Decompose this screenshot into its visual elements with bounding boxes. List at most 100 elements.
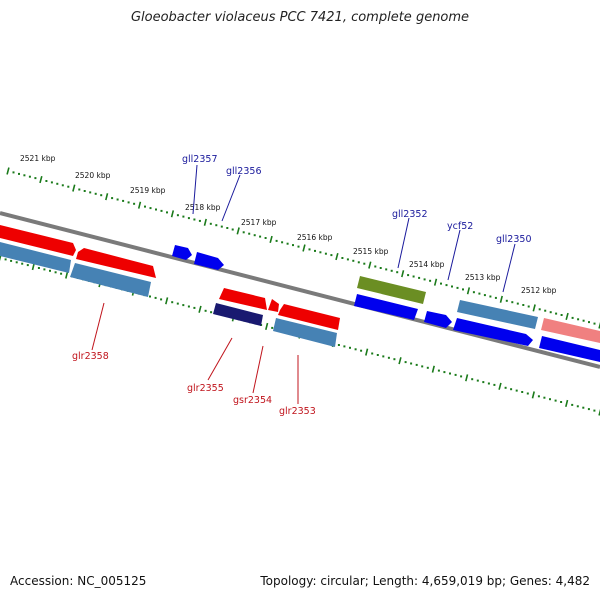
minor-tick xyxy=(56,182,59,185)
gene-label-gsr2354[interactable]: gsr2354 xyxy=(233,395,272,406)
minor-tick xyxy=(78,188,81,191)
minor-tick xyxy=(54,271,57,274)
minor-tick xyxy=(198,219,201,222)
gene-block[interactable] xyxy=(539,336,600,362)
kbp-labels: 2521 kbp 2520 kbp 2519 kbp 2518 kbp 2517… xyxy=(20,154,557,295)
minor-tick xyxy=(504,386,507,389)
gene-label-gll2356[interactable]: gll2356 xyxy=(226,166,262,177)
major-tick xyxy=(269,235,273,244)
minor-tick xyxy=(412,275,415,278)
minor-tick xyxy=(478,292,481,295)
major-tick xyxy=(498,382,502,390)
gene-label-glr2358[interactable]: glr2358 xyxy=(72,351,109,362)
minor-tick xyxy=(271,326,274,329)
reverse-strand xyxy=(0,242,337,347)
gene-block[interactable] xyxy=(194,252,224,270)
gene-label-gll2350[interactable]: gll2350 xyxy=(496,234,532,245)
minor-tick xyxy=(426,366,429,369)
minor-tick xyxy=(462,288,464,291)
minor-tick xyxy=(45,180,48,182)
minor-tick xyxy=(516,302,519,305)
minor-tick xyxy=(43,268,46,271)
minor-tick xyxy=(360,349,363,352)
gene-label-glr2355[interactable]: glr2355 xyxy=(187,383,224,394)
minor-tick xyxy=(505,299,508,302)
minor-tick xyxy=(15,261,18,264)
gene-block[interactable] xyxy=(273,318,337,347)
major-tick xyxy=(65,271,69,279)
gene-label-glr2353[interactable]: glr2353 xyxy=(279,406,316,417)
minor-tick xyxy=(89,191,92,194)
minor-tick xyxy=(337,344,340,346)
minor-tick xyxy=(286,242,289,245)
gene-block[interactable] xyxy=(424,311,452,328)
gene-block[interactable] xyxy=(278,304,340,330)
minor-tick xyxy=(259,235,262,238)
major-tick xyxy=(598,408,600,416)
minor-tick xyxy=(341,257,344,259)
gene-block[interactable] xyxy=(357,276,426,304)
major-tick xyxy=(532,304,536,312)
minor-tick xyxy=(60,272,63,275)
major-tick xyxy=(198,305,202,313)
minor-tick xyxy=(374,265,377,268)
minor-tick xyxy=(582,319,585,322)
minor-tick xyxy=(554,399,557,402)
major-tick xyxy=(72,184,76,192)
minor-tick xyxy=(527,305,530,308)
minor-tick xyxy=(346,258,349,261)
gene-label-gll2357[interactable]: gll2357 xyxy=(182,154,218,165)
minor-tick xyxy=(37,267,40,269)
minor-tick xyxy=(324,252,327,255)
minor-tick xyxy=(330,254,333,257)
kbp-label-2515: 2515 kbp xyxy=(353,247,389,256)
gene-block[interactable] xyxy=(541,318,600,343)
minor-tick xyxy=(471,378,474,381)
gene-block[interactable] xyxy=(219,288,267,310)
gene-block[interactable] xyxy=(0,225,76,256)
major-tick xyxy=(431,365,435,373)
minor-tick xyxy=(472,291,475,294)
minor-tick xyxy=(521,391,524,393)
major-tick xyxy=(365,348,369,356)
minor-tick xyxy=(61,184,64,187)
minor-tick xyxy=(371,352,374,355)
minor-tick xyxy=(308,248,311,251)
gene-block[interactable] xyxy=(70,263,151,297)
minor-tick xyxy=(560,401,563,403)
gene-block[interactable] xyxy=(76,248,156,278)
minor-tick xyxy=(460,375,463,378)
minor-tick xyxy=(10,259,13,262)
minor-tick xyxy=(582,406,585,409)
major-tick xyxy=(465,374,469,382)
gene-block[interactable] xyxy=(172,245,192,260)
minor-tick xyxy=(560,314,563,316)
minor-tick xyxy=(549,398,551,401)
gene-block[interactable] xyxy=(453,318,533,346)
genome-summary: Topology: circular; Length: 4,659,019 bp… xyxy=(260,574,590,588)
gene-block[interactable] xyxy=(268,299,279,312)
minor-tick xyxy=(549,311,552,314)
minor-tick xyxy=(576,405,579,408)
gene-label-gll2352[interactable]: gll2352 xyxy=(392,209,428,220)
gene-block[interactable] xyxy=(354,294,418,320)
major-tick xyxy=(598,321,600,329)
gene-block[interactable] xyxy=(0,242,71,273)
minor-tick xyxy=(50,181,53,184)
minor-tick xyxy=(34,177,37,180)
minor-tick xyxy=(209,222,212,225)
minor-tick xyxy=(253,234,256,237)
major-tick xyxy=(335,252,339,261)
minor-tick xyxy=(511,301,514,304)
gene-block[interactable] xyxy=(213,303,263,326)
gene-block[interactable] xyxy=(457,300,538,329)
gene-label-ycf52[interactable]: ycf52 xyxy=(447,221,473,232)
minor-tick xyxy=(83,190,86,192)
major-tick xyxy=(137,201,142,209)
minor-tick xyxy=(393,358,396,361)
major-tick xyxy=(565,312,569,321)
minor-tick xyxy=(210,311,213,314)
kbp-label-2513: 2513 kbp xyxy=(465,273,501,282)
minor-tick xyxy=(171,301,174,304)
